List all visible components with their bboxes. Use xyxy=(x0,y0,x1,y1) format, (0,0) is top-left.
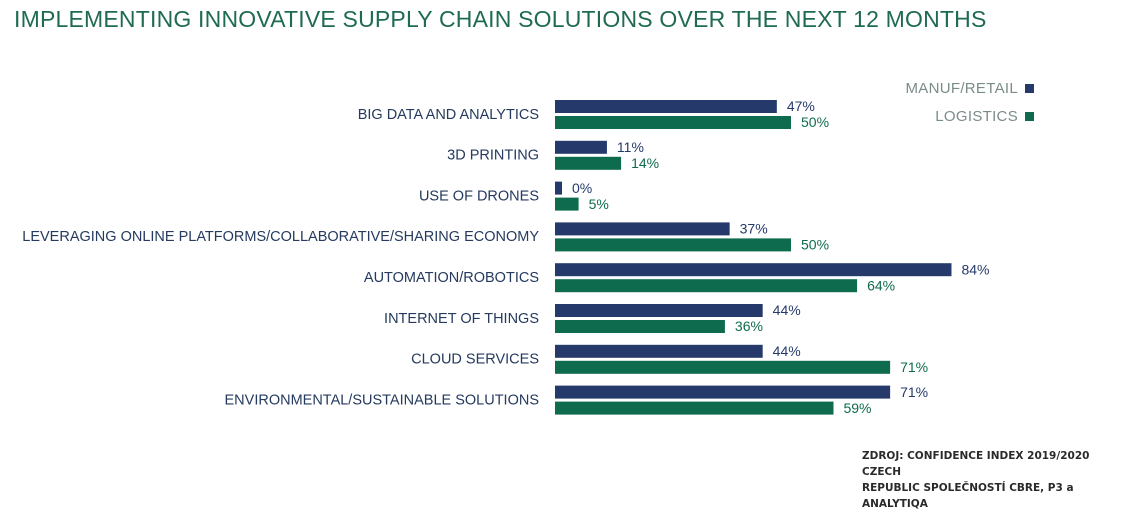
source-note: ZDROJ: CONFIDENCE INDEX 2019/2020 CZECH … xyxy=(862,448,1122,512)
category-label-internet-of-things: INTERNET OF THINGS xyxy=(384,311,539,327)
source-line-2: REPUBLIC SPOLEČNOSTÍ CBRE, P3 a ANALYTIQ… xyxy=(862,482,1074,510)
legend-label-logistics: LOGISTICS xyxy=(935,107,1018,125)
bar-manuf-retail-environmental-sustainable-solutions xyxy=(555,385,891,399)
legend-label-manuf-retail: MANUF/RETAIL xyxy=(905,79,1018,97)
bar-manuf-retail-cloud-services xyxy=(555,344,763,358)
value-label-logistics-automation-robotics: 64% xyxy=(867,277,895,293)
chart-title: IMPLEMENTING INNOVATIVE SUPPLY CHAIN SOL… xyxy=(14,6,987,32)
value-label-logistics-cloud-services: 71% xyxy=(900,359,928,375)
value-label-logistics-leveraging-online-platforms-collaborative-sharing-economy: 50% xyxy=(801,237,829,253)
value-label-manuf-retail-automation-robotics: 84% xyxy=(961,261,989,277)
category-label-big-data-and-analytics: BIG DATA AND ANALYTICS xyxy=(358,107,539,123)
bar-manuf-retail-big-data-and-analytics xyxy=(555,100,777,113)
category-label-cloud-services: CLOUD SERVICES xyxy=(411,352,539,368)
bar-manuf-retail-3d-printing xyxy=(555,140,607,154)
bar-manuf-retail-leveraging-online-platforms-collaborative-sharing-economy xyxy=(555,222,730,236)
bar-logistics-environmental-sustainable-solutions xyxy=(555,401,834,415)
bar-logistics-leveraging-online-platforms-collaborative-sharing-economy xyxy=(555,238,791,252)
category-label-leveraging-online-platforms-collaborative-sharing-economy: LEVERAGING ONLINE PLATFORMS/COLLABORATIV… xyxy=(22,229,539,245)
value-label-manuf-retail-leveraging-online-platforms-collaborative-sharing-economy: 37% xyxy=(740,221,768,237)
value-label-manuf-retail-internet-of-things: 44% xyxy=(773,302,801,318)
bar-manuf-retail-internet-of-things xyxy=(555,304,763,317)
category-label-environmental-sustainable-solutions: ENVIRONMENTAL/SUSTAINABLE SOLUTIONS xyxy=(225,392,540,408)
legend-swatch-logistics xyxy=(1025,111,1034,121)
value-label-logistics-big-data-and-analytics: 50% xyxy=(801,114,829,130)
legend-swatch-manuf-retail xyxy=(1025,83,1034,93)
bar-manuf-retail-use-of-drones xyxy=(555,181,562,195)
bar-logistics-use-of-drones xyxy=(555,197,579,211)
value-label-manuf-retail-cloud-services: 44% xyxy=(773,343,801,359)
chart-legend: MANUF/RETAIL LOGISTICS xyxy=(905,74,1034,130)
source-line-1: ZDROJ: CONFIDENCE INDEX 2019/2020 CZECH xyxy=(862,450,1090,478)
legend-item-manuf-retail: MANUF/RETAIL xyxy=(905,74,1034,102)
category-label-3d-printing: 3D PRINTING xyxy=(447,148,539,164)
bar-logistics-internet-of-things xyxy=(555,320,725,333)
value-label-manuf-retail-3d-printing: 11% xyxy=(617,139,644,155)
category-label-use-of-drones: USE OF DRONES xyxy=(419,188,539,204)
bar-logistics-big-data-and-analytics xyxy=(555,116,791,129)
value-label-manuf-retail-use-of-drones: 0% xyxy=(572,180,592,196)
bar-logistics-automation-robotics xyxy=(555,279,858,293)
value-label-manuf-retail-environmental-sustainable-solutions: 71% xyxy=(900,384,928,400)
value-label-logistics-environmental-sustainable-solutions: 59% xyxy=(843,400,871,416)
bar-manuf-retail-automation-robotics xyxy=(555,263,952,277)
value-label-manuf-retail-big-data-and-analytics: 47% xyxy=(787,98,815,114)
bar-logistics-cloud-services xyxy=(555,360,891,374)
legend-item-logistics: LOGISTICS xyxy=(906,102,1034,130)
bar-logistics-3d-printing xyxy=(555,156,622,170)
category-label-automation-robotics: AUTOMATION/ROBOTICS xyxy=(364,270,539,286)
value-label-logistics-internet-of-things: 36% xyxy=(735,318,763,334)
value-label-logistics-use-of-drones: 5% xyxy=(589,196,609,212)
value-label-logistics-3d-printing: 14% xyxy=(631,155,659,171)
